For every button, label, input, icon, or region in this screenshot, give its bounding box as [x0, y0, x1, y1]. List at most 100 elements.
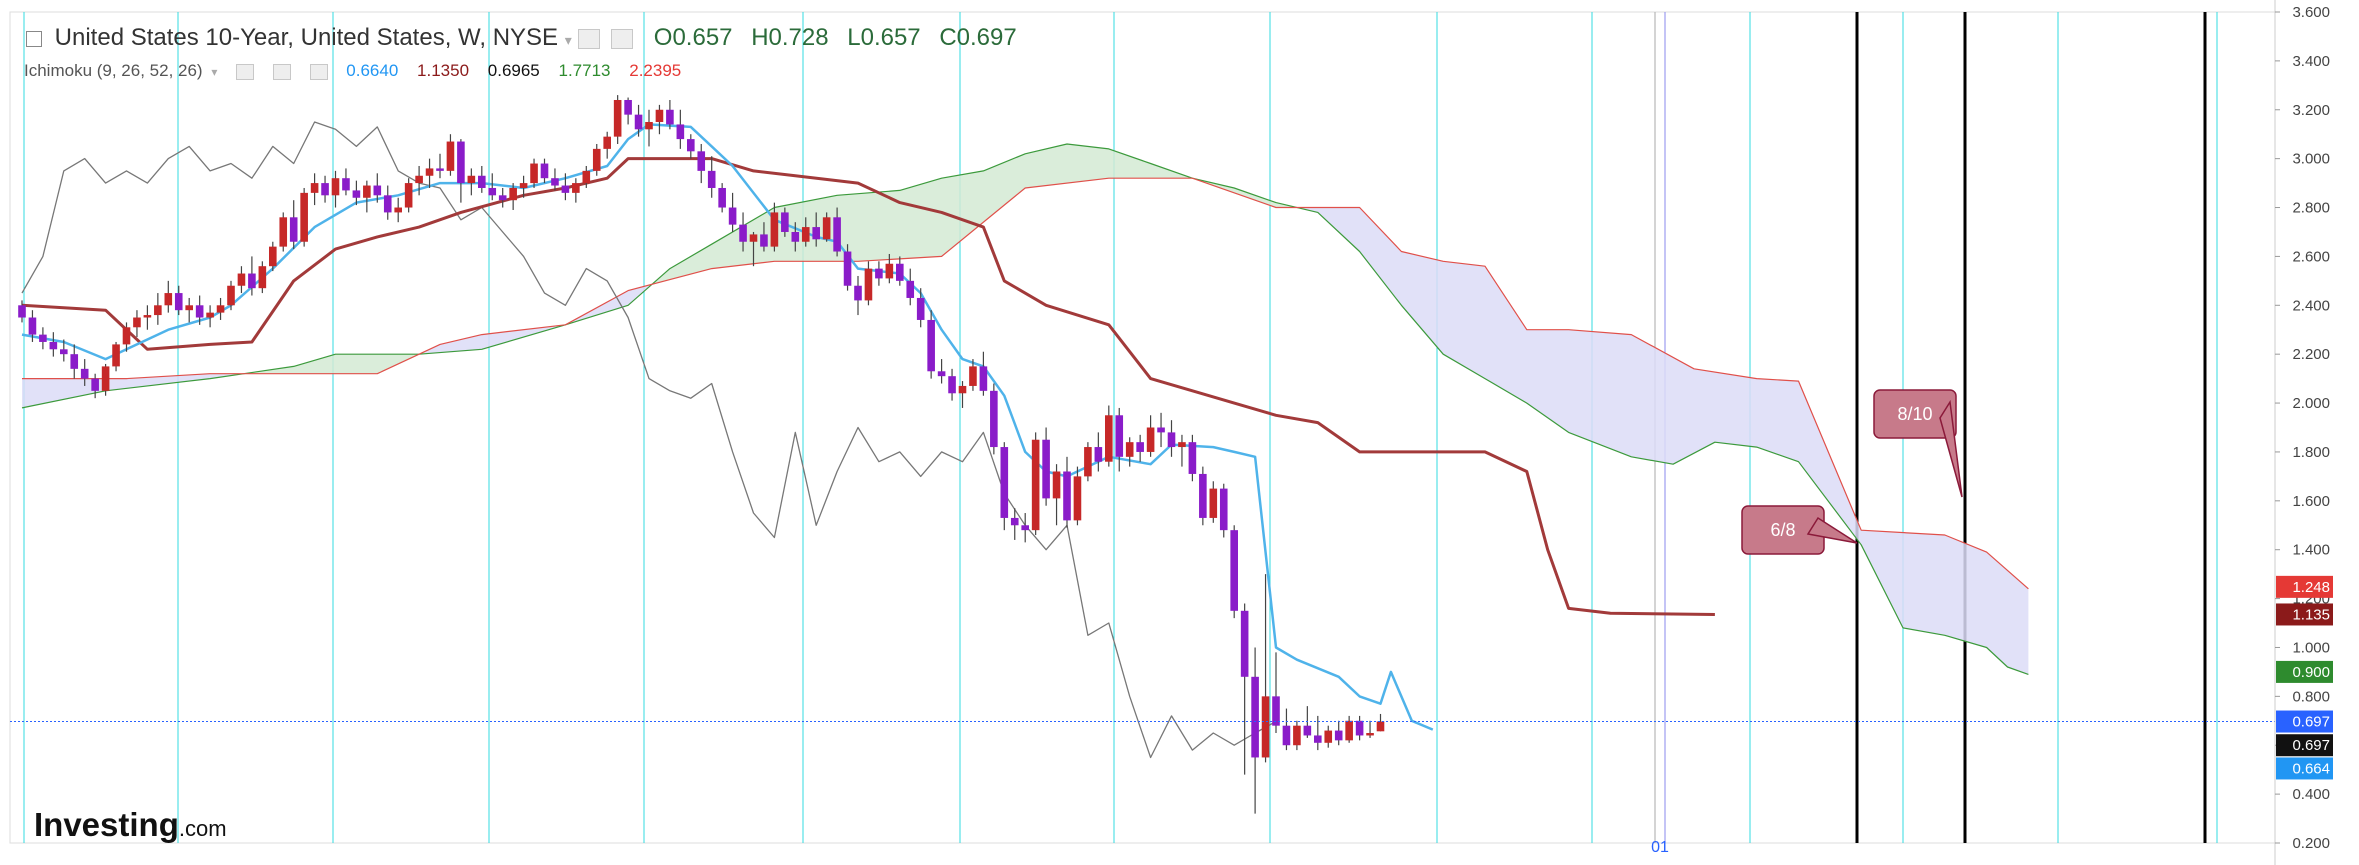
candle-bearish — [383, 195, 392, 213]
candle-bullish — [603, 136, 611, 149]
price-tick-label: 2.400 — [2292, 297, 2330, 314]
callout-6-8-box — [1741, 505, 1825, 555]
candle-bullish — [415, 175, 423, 184]
kijun-value: 1.1350 — [417, 61, 470, 80]
candle-bullish — [237, 273, 246, 286]
candle-bearish — [812, 227, 820, 240]
price-tick-label: 3.600 — [2292, 4, 2330, 21]
candle-bullish — [269, 246, 277, 267]
candle-bullish — [1178, 442, 1186, 448]
candle-bearish — [498, 195, 507, 201]
eye-icon[interactable] — [578, 28, 601, 49]
candle-bullish — [1125, 442, 1134, 457]
price-label-text: 0.697 — [2292, 714, 2330, 731]
callout-8-10-label: 8/10 — [1897, 404, 1932, 424]
price-tick-label: 2.800 — [2292, 200, 2330, 217]
candle-bearish — [1240, 610, 1249, 677]
kijun-sen-line — [21, 157, 1715, 616]
candle-bullish — [519, 183, 528, 188]
candle-bearish — [896, 263, 904, 281]
chart-header: United States 10-Year, United States, W,… — [26, 24, 1029, 52]
candle-bearish — [457, 141, 465, 184]
candle-bullish — [185, 305, 193, 311]
candle-bearish — [1334, 730, 1343, 741]
candle-bullish — [509, 187, 517, 201]
candle-bearish — [634, 114, 643, 130]
chevron-down-icon[interactable]: ▾ — [211, 65, 218, 79]
candle-bearish — [321, 183, 329, 196]
chevron-down-icon[interactable]: ▾ — [564, 32, 572, 48]
candle-bearish — [781, 212, 789, 232]
candle-bullish — [300, 192, 308, 242]
cloud-bullish — [246, 351, 425, 374]
candle-bearish — [18, 305, 26, 318]
candle-bearish — [1063, 471, 1071, 521]
candle-bearish — [195, 305, 204, 318]
candle-bearish — [666, 109, 674, 125]
candle-bullish — [1324, 730, 1333, 743]
candle-bullish — [655, 109, 664, 122]
chikou-span-line — [21, 121, 1277, 759]
callout-6-8: 6/8 — [1741, 505, 1858, 555]
candle-bearish — [1021, 525, 1029, 531]
candle-bullish — [582, 170, 591, 184]
price-label-badge — [2276, 757, 2333, 780]
callout-6-8-label: 6/8 — [1770, 520, 1795, 540]
callout-8-10: 8/10 — [1873, 389, 1963, 498]
candle-bearish — [791, 231, 800, 242]
span-a-value: 1.7713 — [558, 61, 611, 80]
candle-bearish — [551, 178, 559, 186]
close-value: C0.697 — [939, 24, 1017, 51]
candle-bullish — [1073, 476, 1082, 521]
indicator-label[interactable]: Ichimoku (9, 26, 52, 26) — [24, 61, 203, 80]
candle-bearish — [60, 349, 68, 355]
candle-bearish — [342, 178, 350, 191]
price-tick-label: 0.200 — [2292, 835, 2330, 852]
candle-bullish — [1031, 439, 1040, 531]
candle-bullish — [1293, 725, 1301, 746]
candle-bullish — [206, 312, 214, 318]
candle-bullish — [331, 178, 340, 196]
candle-bearish — [1000, 447, 1009, 518]
candle-bullish — [446, 141, 455, 171]
ohlc-values: O0.657 H0.728 L0.657 C0.697 — [654, 24, 1029, 51]
candle-bearish — [352, 190, 361, 198]
price-label-badge — [2276, 710, 2333, 733]
candle-bullish — [1261, 696, 1270, 758]
candle-bullish — [1366, 733, 1374, 736]
price-label-badge — [2276, 734, 2333, 757]
candle-bullish — [101, 366, 110, 391]
candle-bullish — [885, 263, 894, 279]
annotations: 8/10 6/8 — [10, 389, 2275, 723]
senkou-span-b-line — [22, 177, 2029, 590]
candle-bearish — [1010, 517, 1019, 526]
candle-bullish — [467, 175, 476, 184]
price-tick-label: 0.400 — [2292, 786, 2330, 803]
callout-8-10-pointer — [1939, 399, 1963, 498]
candle-bearish — [760, 234, 768, 247]
candle-bullish — [1084, 447, 1092, 477]
candle-bearish — [28, 317, 37, 335]
gear-icon[interactable] — [611, 28, 634, 49]
price-label-text: 0.697 — [2292, 737, 2330, 754]
candle-bullish — [1209, 488, 1218, 518]
price-tick-label: 2.000 — [2292, 395, 2330, 412]
candle-bearish — [436, 168, 444, 171]
candle-bearish — [916, 297, 925, 320]
close-icon[interactable] — [309, 63, 328, 80]
candle-bearish — [1115, 415, 1124, 457]
candle-bullish — [1105, 415, 1113, 462]
chart-title[interactable]: United States 10-Year, United States, W,… — [54, 24, 559, 51]
candle-bullish — [258, 266, 267, 289]
candle-bullish — [801, 227, 810, 242]
high-value: H0.728 — [751, 24, 829, 51]
callout-6-8-pointer — [1806, 516, 1858, 544]
candle-bullish — [164, 293, 173, 306]
collapse-icon[interactable] — [26, 30, 42, 47]
eye-icon[interactable] — [236, 63, 255, 80]
gear-icon[interactable] — [272, 63, 291, 80]
candle-bearish — [906, 280, 915, 298]
candle-bearish — [1219, 488, 1228, 531]
investing-logo: Investing.com — [34, 806, 227, 844]
